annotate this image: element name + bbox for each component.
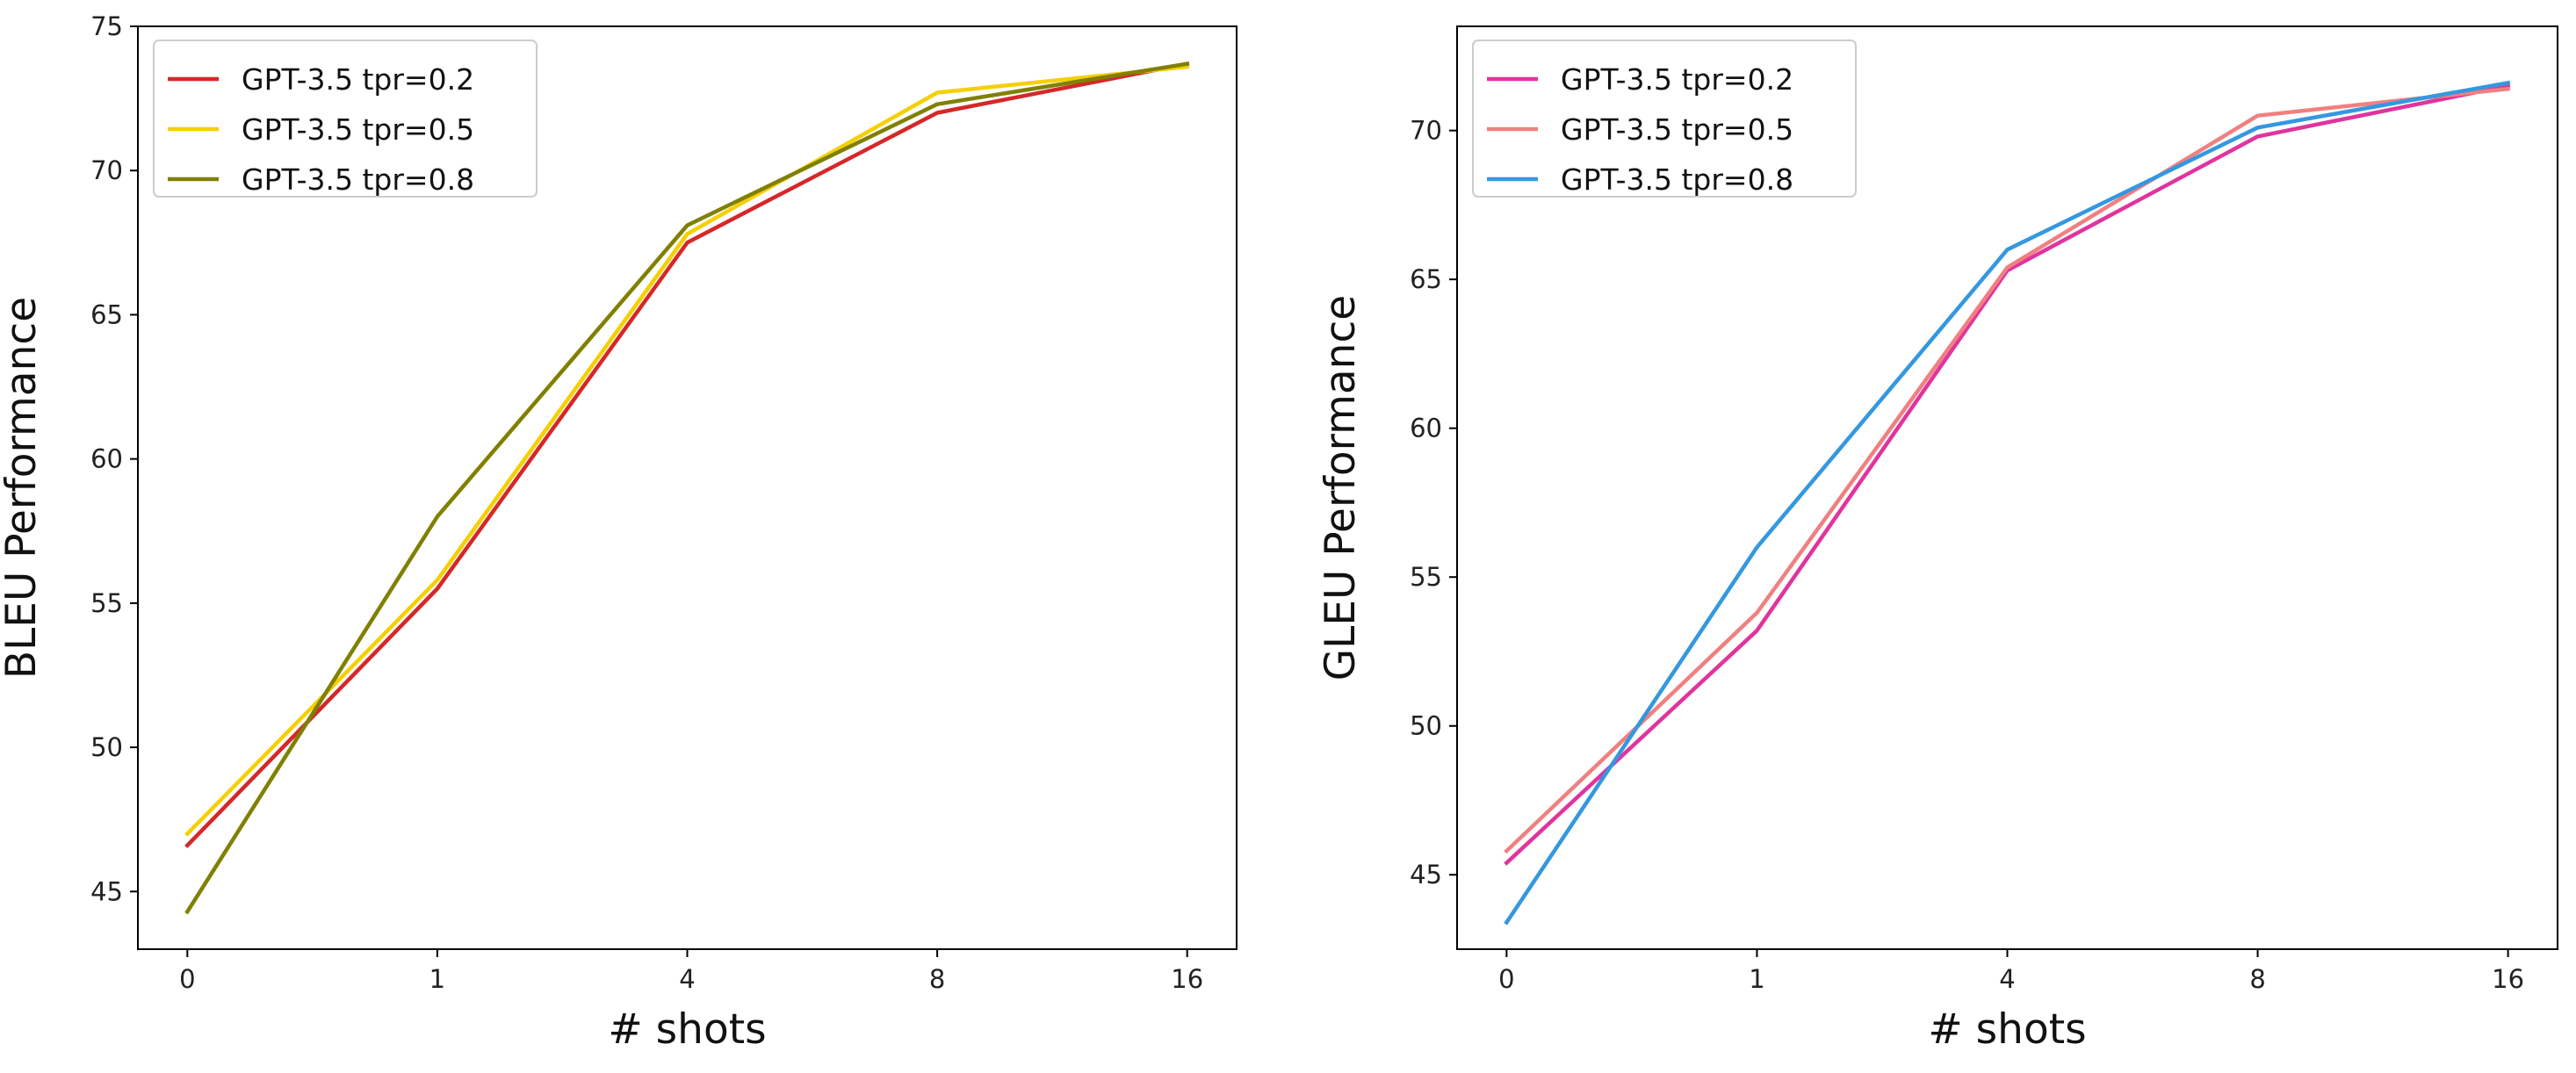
bleu-legend-label-0: GPT-3.5 tpr=0.2 bbox=[242, 62, 474, 97]
bleu-x-tick-label: 0 bbox=[179, 964, 195, 994]
bleu-series-line-2 bbox=[184, 61, 1190, 915]
bleu-x-tick-label: 1 bbox=[429, 964, 445, 994]
gleu-legend-label-2: GPT-3.5 tpr=0.8 bbox=[1561, 162, 1793, 197]
bleu-y-tick-label: 65 bbox=[90, 299, 123, 329]
gleu-y-tick-label: 50 bbox=[1410, 711, 1442, 741]
gleu-x-tick-label: 4 bbox=[1999, 964, 2015, 994]
bleu-legend bbox=[153, 40, 538, 198]
gleu-x-tick-label: 0 bbox=[1498, 964, 1514, 994]
gleu-chart: 0 1 4 8 16 45 50 55 60 65 70 # shots GLEU Performanc… bbox=[1317, 25, 2558, 1054]
gleu-x-tick-label: 16 bbox=[2492, 964, 2524, 994]
gleu-series-line-2 bbox=[1504, 80, 2511, 925]
bleu-y-tick-label: 45 bbox=[90, 876, 123, 906]
bleu-x-axis-label: # shots bbox=[608, 1005, 766, 1054]
bleu-series-line-0 bbox=[184, 61, 1190, 848]
bleu-y-tick-label: 70 bbox=[90, 155, 123, 185]
gleu-legend bbox=[1472, 40, 1857, 198]
bleu-y-tick-label: 60 bbox=[90, 444, 123, 474]
gleu-y-tick-label: 65 bbox=[1410, 264, 1442, 294]
gleu-series-line-1 bbox=[1504, 86, 2511, 854]
bleu-legend-label-2: GPT-3.5 tpr=0.8 bbox=[242, 162, 474, 197]
bleu-legend-label-1: GPT-3.5 tpr=0.5 bbox=[242, 112, 474, 147]
gleu-y-tick-label: 70 bbox=[1410, 116, 1442, 146]
gleu-y-tick-label: 45 bbox=[1410, 860, 1442, 889]
gleu-x-axis-label: # shots bbox=[1928, 1005, 2086, 1054]
gleu-legend-label-1: GPT-3.5 tpr=0.5 bbox=[1561, 112, 1793, 147]
bleu-y-tick-label: 75 bbox=[90, 11, 123, 41]
gleu-series-line-0 bbox=[1504, 83, 2511, 866]
bleu-series-line-1 bbox=[184, 64, 1190, 837]
bleu-y-tick-label: 55 bbox=[90, 588, 123, 618]
gleu-y-tick-label: 55 bbox=[1410, 562, 1442, 592]
gleu-y-tick-label: 60 bbox=[1410, 414, 1442, 443]
gleu-y-axis-label: GLEU Performance bbox=[1317, 295, 1365, 681]
gleu-x-tick-label: 8 bbox=[2249, 964, 2265, 994]
bleu-x-tick-label: 8 bbox=[929, 964, 945, 994]
gleu-legend-label-0: GPT-3.5 tpr=0.2 bbox=[1561, 62, 1793, 97]
bleu-x-tick-label: 4 bbox=[679, 964, 695, 994]
gleu-x-tick-label: 1 bbox=[1749, 964, 1764, 994]
bleu-chart: 0 1 4 8 16 45 50 55 60 65 70 75 # shots BLEU Performa… bbox=[0, 11, 1237, 1054]
bleu-x-tick-label: 16 bbox=[1171, 964, 1203, 994]
bleu-y-axis-label: BLEU Performance bbox=[0, 297, 46, 679]
bleu-y-tick-label: 50 bbox=[90, 732, 123, 762]
